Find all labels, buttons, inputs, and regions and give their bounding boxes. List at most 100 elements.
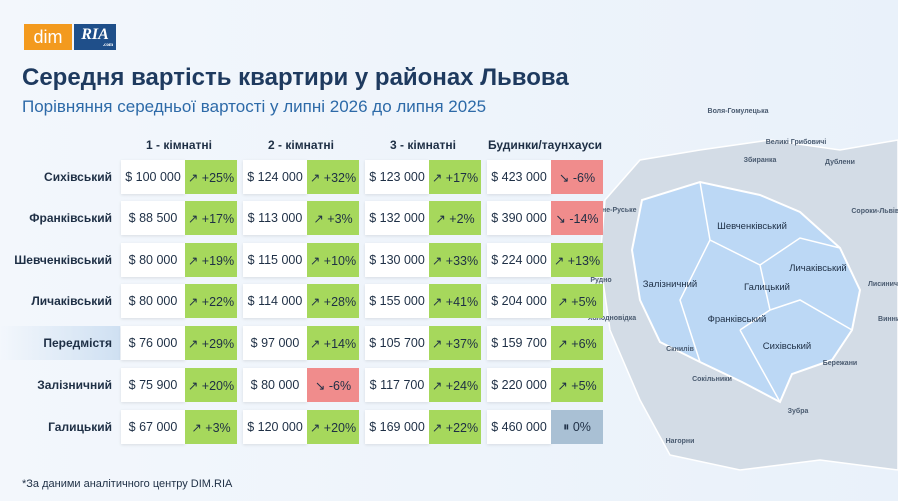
change-cell: ↘ -6% (307, 368, 359, 402)
change-cell: ↗ +28% (307, 284, 359, 318)
logo-dim: dim (24, 24, 72, 50)
row-label: Залізничний (37, 378, 112, 392)
price-cell: $ 159 700 (487, 326, 551, 360)
place-label: Рясне-Руське (590, 207, 637, 214)
change-cell: ⏸ 0% (551, 410, 603, 444)
price-cell: $ 75 900 (121, 368, 185, 402)
place-label: Лисиничі (868, 280, 898, 288)
place-label: Нагорни (666, 438, 695, 445)
place-label: Винники (878, 316, 898, 323)
price-cell: $ 80 000 (121, 284, 185, 318)
place-label: Рудно (590, 277, 611, 284)
district-label: Шевченківський (717, 221, 787, 232)
change-cell: ↗ +41% (429, 284, 481, 318)
title: Середня вартість квартири у районах Льво… (22, 64, 569, 91)
price-cell: $ 120 000 (243, 410, 307, 444)
city-area (630, 180, 862, 404)
change-cell: ↗ +19% (185, 243, 237, 277)
price-cell: $ 130 000 (365, 243, 429, 277)
change-cell: ↗ +14% (307, 326, 359, 360)
change-cell: ↗ +6% (551, 326, 603, 360)
change-cell: ↗ +37% (429, 326, 481, 360)
change-cell: ↗ +2% (429, 201, 481, 235)
change-cell: ↗ +22% (185, 284, 237, 318)
change-cell: ↘ -14% (551, 201, 603, 235)
row-highlight (0, 326, 120, 360)
price-cell: $ 105 700 (365, 326, 429, 360)
change-cell: ↗ +17% (185, 201, 237, 235)
price-cell: $ 155 000 (365, 284, 429, 318)
place-label: Сороки-Львівські (851, 207, 898, 215)
change-cell: ↗ +5% (551, 284, 603, 318)
row-label: Франківський (29, 211, 112, 225)
price-cell: $ 204 000 (487, 284, 551, 318)
change-cell: ↗ +20% (185, 368, 237, 402)
change-cell: ↗ +33% (429, 243, 481, 277)
footnote: *За даними аналітичного центру DIM.RIA (22, 478, 233, 490)
price-cell: $ 67 000 (121, 410, 185, 444)
price-cell: $ 423 000 (487, 160, 551, 194)
column-header: 3 - кімнатні (390, 138, 456, 152)
district-label: Сихівський (763, 341, 811, 352)
change-cell: ↘ -6% (551, 160, 603, 194)
subtitle: Порівняння середньої вартості у липні 20… (22, 97, 487, 116)
place-label: Бережани (823, 360, 857, 367)
row-label: Личаківський (31, 294, 112, 308)
district-label: Франківський (708, 314, 767, 325)
change-cell: ↗ +17% (429, 160, 481, 194)
price-cell: $ 80 000 (121, 243, 185, 277)
price-cell: $ 123 000 (365, 160, 429, 194)
price-cell: $ 76 000 (121, 326, 185, 360)
price-cell: $ 100 000 (121, 160, 185, 194)
district-label: Личаківський (789, 263, 846, 274)
price-cell: $ 224 000 (487, 243, 551, 277)
price-cell: $ 117 700 (365, 368, 429, 402)
change-cell: ↗ +3% (307, 201, 359, 235)
place-label: Великі Грибовичі (766, 138, 827, 146)
place-label: Скнилів (666, 345, 694, 353)
place-label: Сокільники (692, 375, 732, 383)
price-cell: $ 115 000 (243, 243, 307, 277)
place-label: Холодновідка (588, 314, 636, 322)
place-label: Зубра (788, 407, 809, 415)
change-cell: ↗ +10% (307, 243, 359, 277)
change-cell: ↗ +5% (551, 368, 603, 402)
price-cell: $ 460 000 (487, 410, 551, 444)
row-label: Галицький (48, 420, 112, 434)
logo-com: .com (102, 43, 113, 48)
price-cell: $ 97 000 (243, 326, 307, 360)
place-label: Збиранка (744, 156, 777, 164)
price-cell: $ 220 000 (487, 368, 551, 402)
price-cell: $ 169 000 (365, 410, 429, 444)
logo-ria-text: RIA (81, 26, 109, 43)
district-label: Галицький (744, 282, 790, 293)
price-cell: $ 390 000 (487, 201, 551, 235)
change-cell: ↗ +25% (185, 160, 237, 194)
row-label: Шевченківський (14, 253, 112, 267)
price-cell: $ 88 500 (121, 201, 185, 235)
change-cell: ↗ +32% (307, 160, 359, 194)
price-cell: $ 114 000 (243, 284, 307, 318)
row-label: Сихівський (44, 170, 112, 184)
price-cell: $ 132 000 (365, 201, 429, 235)
change-cell: ↗ +3% (185, 410, 237, 444)
change-cell: ↗ +13% (551, 243, 603, 277)
logo-ria: RIA .com (74, 24, 116, 50)
price-cell: $ 113 000 (243, 201, 307, 235)
row-label: Передмістя (43, 336, 112, 350)
place-label: Дублени (825, 158, 855, 166)
column-header: 2 - кімнатні (268, 138, 334, 152)
change-cell: ↗ +22% (429, 410, 481, 444)
column-header: 1 - кімнатні (146, 138, 212, 152)
district-borders (679, 181, 853, 403)
change-cell: ↗ +20% (307, 410, 359, 444)
district-label: Залізничний (643, 279, 697, 290)
place-label: Воля-Гомулецька (708, 108, 769, 115)
price-cell: $ 80 000 (243, 368, 307, 402)
price-cell: $ 124 000 (243, 160, 307, 194)
column-header: Будинки/таунхауси (487, 138, 603, 152)
change-cell: ↗ +24% (429, 368, 481, 402)
change-cell: ↗ +29% (185, 326, 237, 360)
